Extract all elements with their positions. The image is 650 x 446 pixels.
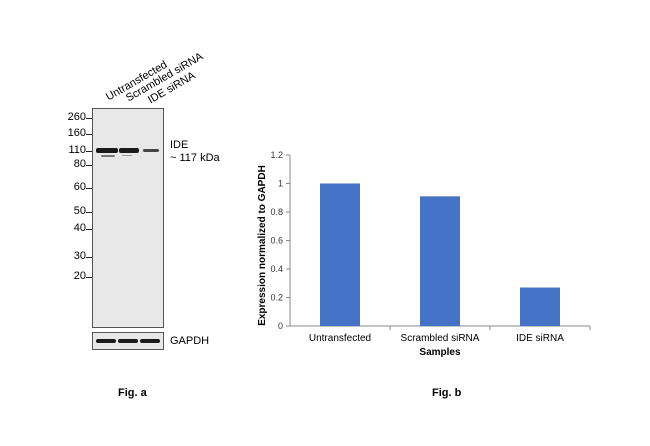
marker-tick (86, 151, 92, 152)
ide-band-scrambled-sirna (119, 148, 139, 153)
x-tick-label: IDE siRNA (516, 333, 564, 344)
marker-50: 50 (73, 205, 86, 217)
y-tick-label: 0.8 (270, 207, 283, 217)
y-tick-label: 0.4 (270, 264, 283, 274)
y-tick-label: 1 (278, 179, 283, 189)
marker-tick (86, 229, 92, 230)
gapdh-band-untransfected (96, 339, 116, 343)
marker-30: 30 (73, 250, 86, 262)
marker-260: 260 (67, 111, 86, 123)
nonspecific-band (122, 155, 132, 156)
bar-scrambled-sirna (420, 196, 460, 326)
x-tick-label: Untransfected (309, 333, 371, 344)
ide-band-ide-sirna (143, 149, 159, 152)
marker-20: 20 (73, 270, 86, 282)
blot-gapdh-panel (92, 332, 164, 350)
marker-110: 110 (68, 144, 86, 156)
marker-60: 60 (73, 181, 86, 193)
gapdh-band-ide-sirna (140, 339, 160, 343)
marker-tick (86, 134, 92, 135)
marker-tick (86, 257, 92, 258)
fig-a-caption: Fig. a (118, 387, 147, 399)
x-tick-label: Scrambled siRNA (401, 333, 480, 344)
marker-tick (86, 165, 92, 166)
nonspecific-band (101, 155, 115, 157)
ide-band-untransfected (96, 148, 118, 153)
x-axis-title: Samples (419, 347, 461, 358)
marker-tick (86, 212, 92, 213)
marker-80: 80 (73, 158, 86, 170)
marker-tick (86, 118, 92, 119)
loading-control-label: GAPDH (170, 335, 210, 347)
y-tick-label: 0.6 (270, 236, 283, 246)
target-label: IDE (170, 139, 189, 151)
marker-tick (86, 188, 92, 189)
marker-tick (86, 277, 92, 278)
y-tick-label: 1.2 (270, 150, 283, 160)
y-axis-title: Expression normalized to GAPDH (257, 165, 268, 326)
bar-ide-sirna (520, 287, 560, 326)
marker-160: 160 (67, 127, 86, 139)
y-tick-label: 0 (278, 321, 283, 331)
marker-40: 40 (73, 222, 86, 234)
bar-untransfected (320, 183, 360, 326)
blot-main-panel (92, 108, 164, 328)
fig-b-caption: Fig. b (432, 387, 462, 399)
target-size-label: ~ 117 kDa (170, 152, 220, 164)
y-tick-label: 0.2 (270, 293, 283, 303)
gapdh-band-scrambled-sirna (118, 339, 138, 343)
